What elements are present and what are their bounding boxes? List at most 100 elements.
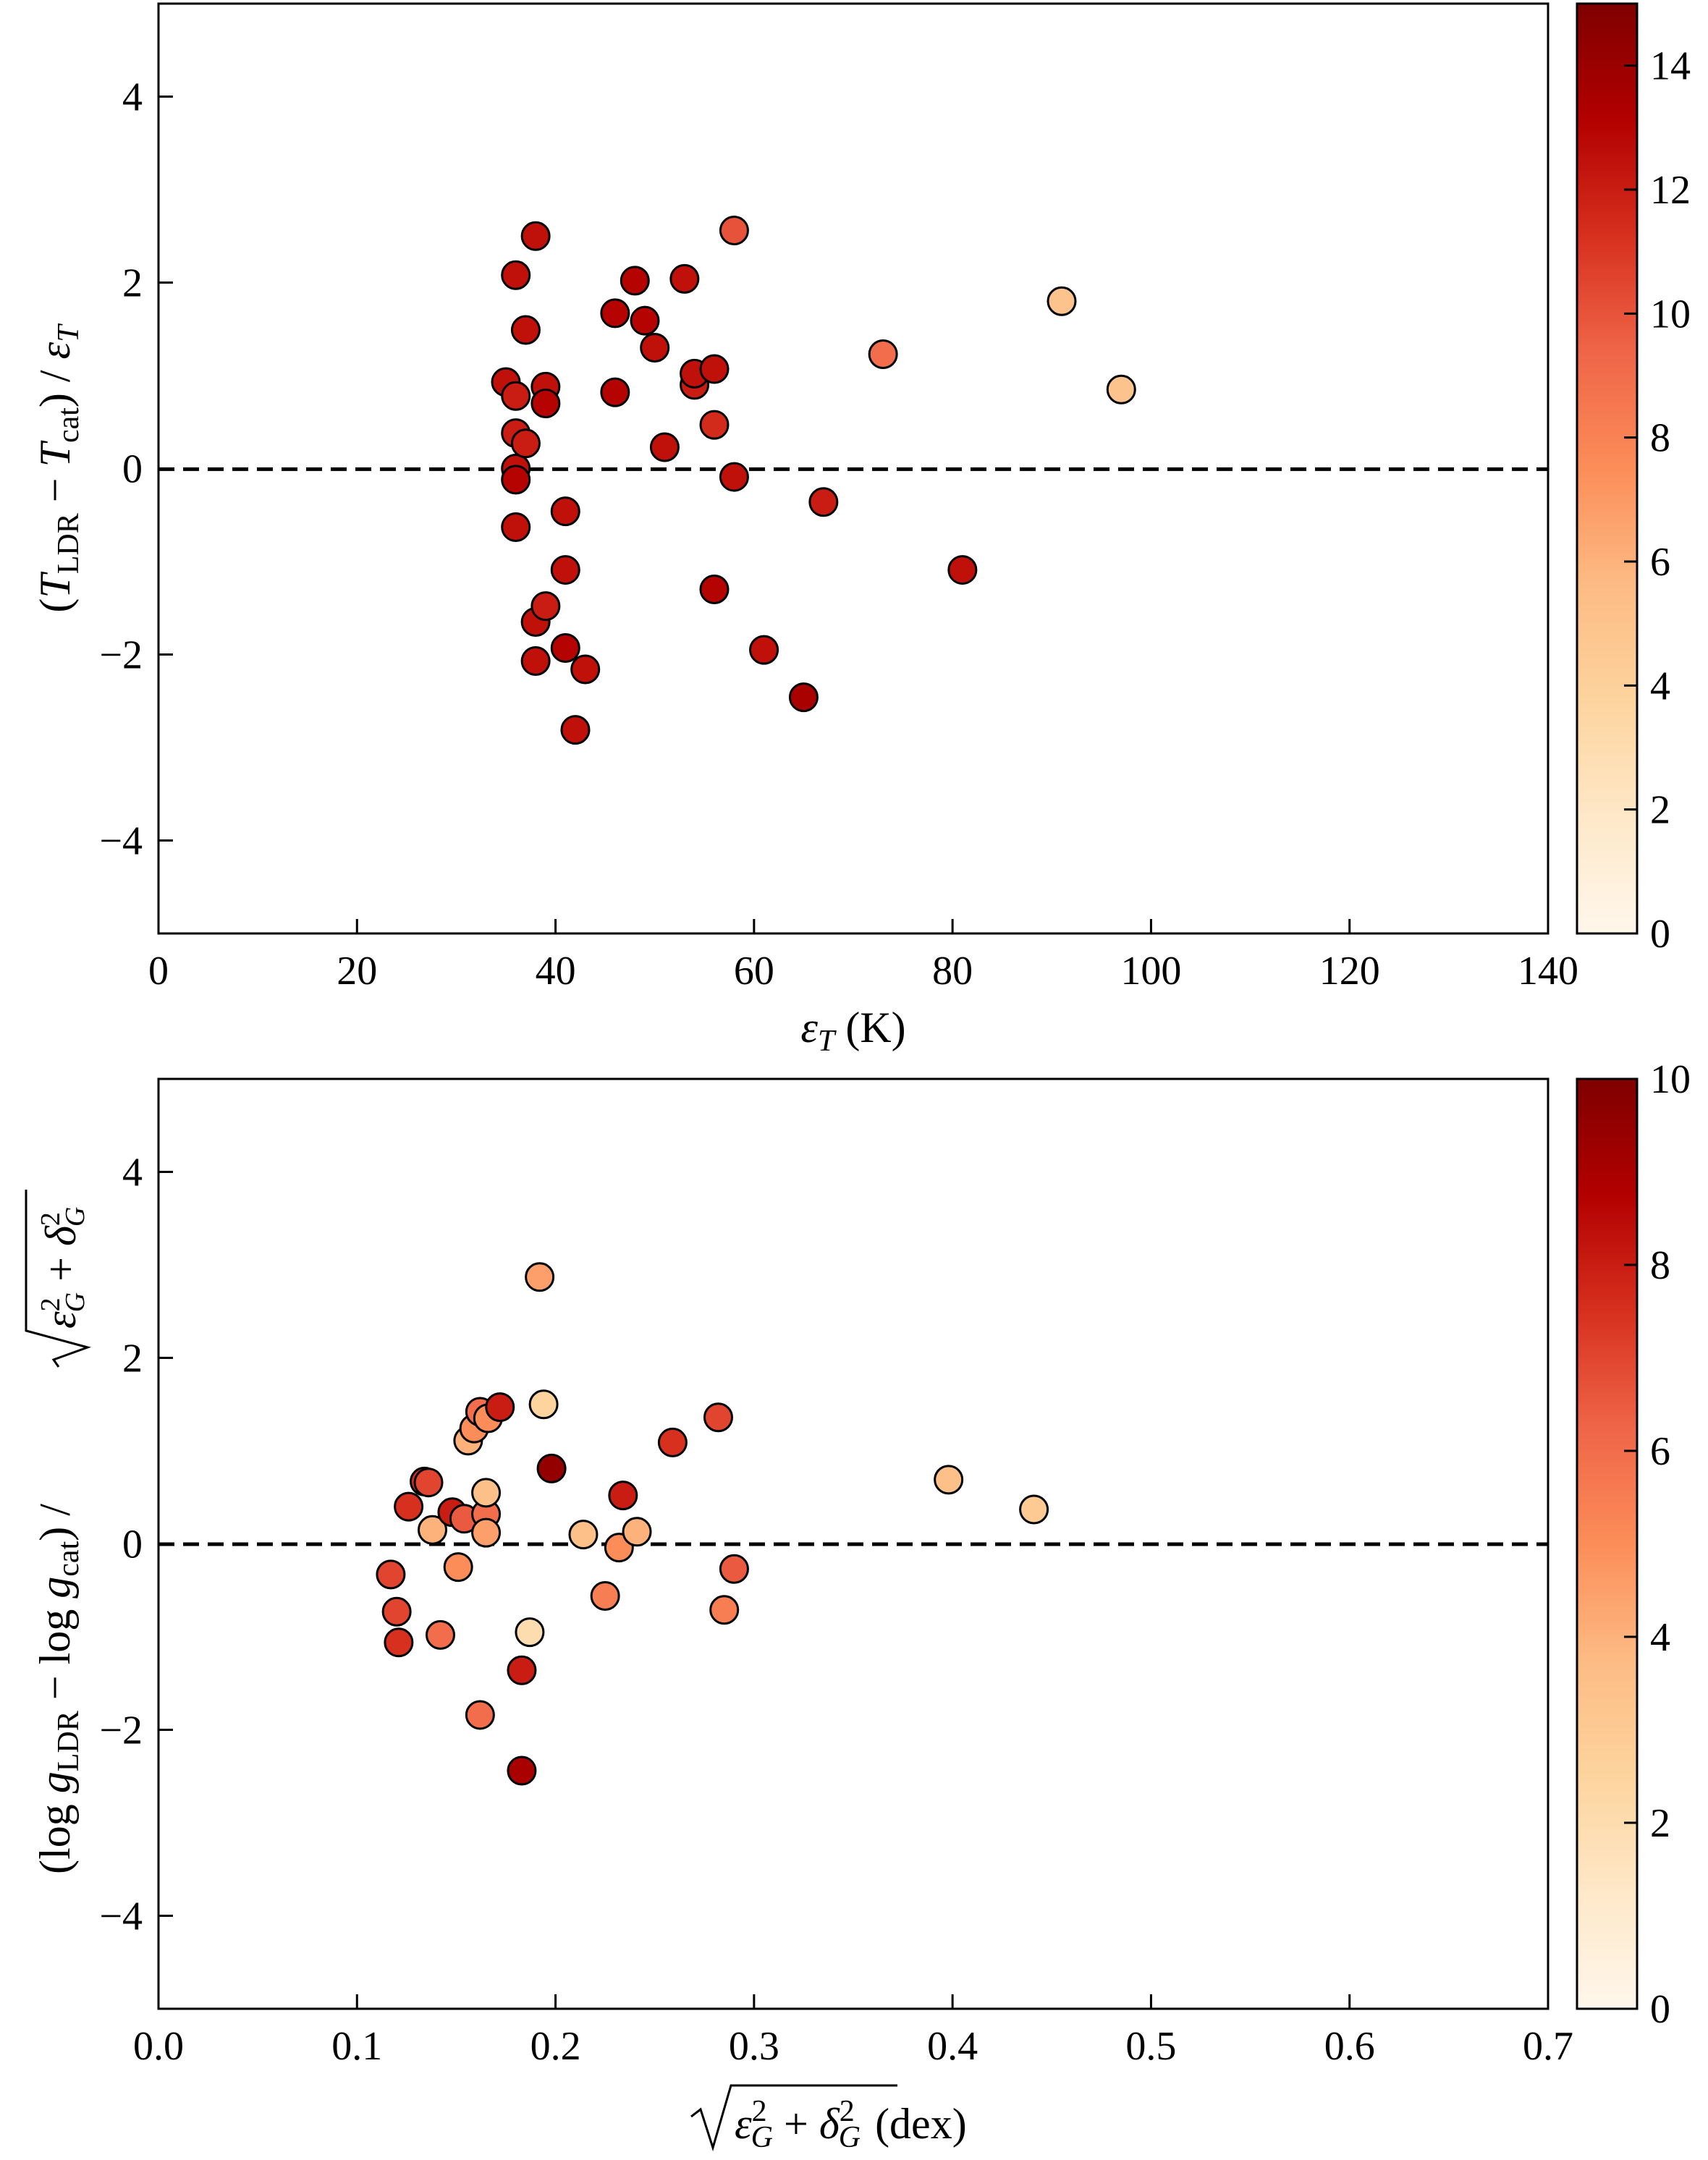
- scatter-point: [501, 512, 531, 542]
- scatter-point: [788, 682, 819, 713]
- x-tick-label: 0.5: [1125, 2024, 1176, 2069]
- scatter-point: [808, 487, 839, 517]
- x-tick-label: 0.0: [133, 2024, 184, 2069]
- colorbar-tick-label: 4: [1650, 664, 1670, 708]
- x-tick-label: 0.1: [331, 2024, 382, 2069]
- colorbar-tick-label: 8: [1650, 1243, 1670, 1288]
- scatter-point: [501, 465, 531, 495]
- scatter-point: [550, 555, 580, 585]
- scatter-point: [649, 432, 680, 462]
- x-tick-label: 80: [932, 949, 973, 994]
- x-tick-label: 100: [1120, 949, 1181, 994]
- y-tick-labels-bottom: −4 −2 0 2 4: [99, 1151, 143, 1939]
- colorbar-tick-label: 6: [1650, 540, 1670, 585]
- y-tick-labels-top: −4 −2 0 2 4: [99, 75, 143, 864]
- scatter-point: [485, 1392, 515, 1423]
- y-tick-label: 4: [122, 1151, 143, 1195]
- colorbar-tick-label: 0: [1650, 1987, 1670, 2032]
- colorbar-tick-label: 0: [1650, 912, 1670, 957]
- scatter-point: [443, 1552, 473, 1583]
- scatter-point: [568, 1520, 599, 1550]
- x-tick-label: 0.3: [729, 2024, 779, 2069]
- ticks-top: [157, 96, 1550, 933]
- scatter-point: [1106, 374, 1136, 405]
- x-tick-label: 0.6: [1324, 2024, 1375, 2069]
- scatter-point: [1047, 286, 1077, 316]
- scatter-point: [528, 1389, 559, 1420]
- scatter-point: [719, 1554, 749, 1584]
- scatter-point: [749, 635, 779, 665]
- x-tick-labels-bottom: 0.0 0.1 0.2 0.3 0.4 0.5 0.6 0.7: [133, 2024, 1573, 2069]
- scatter-point: [530, 389, 561, 419]
- x-tick-label: 0.2: [530, 2024, 581, 2069]
- scatter-point: [699, 575, 730, 605]
- y-tick-label: 2: [122, 1337, 143, 1381]
- y-tick-label: −2: [99, 633, 143, 678]
- x-tick-label: 20: [337, 949, 377, 994]
- x-tick-label: 40: [536, 949, 576, 994]
- svg-text:ε2G + δ2G: ε2G + δ2G: [35, 1207, 90, 1329]
- colorbar-tick-label: 6: [1650, 1429, 1670, 1474]
- y-axis-label-bottom: (log gLDR − log gcat) / ε2G + δ2G: [25, 1190, 91, 1874]
- colorbar-gradient-bottom: [1576, 1077, 1639, 2010]
- scatter-point: [536, 1453, 567, 1483]
- colorbar-tick-label: 2: [1650, 1801, 1670, 1846]
- x-tick-label: 0: [148, 949, 169, 994]
- colorbar-tick-label: 8: [1650, 416, 1670, 461]
- colorbar-tick-label: 4: [1650, 1615, 1670, 1660]
- y-tick-label: 2: [122, 261, 143, 306]
- scatter-point: [657, 1427, 688, 1457]
- scatter-point: [507, 1755, 537, 1786]
- colorbar-tick-label: 14: [1650, 44, 1691, 89]
- y-tick-label: 0: [122, 447, 143, 492]
- scatter-point: [501, 260, 531, 290]
- colorbar-ticks-bottom: 0 2 4 6 8 10: [1624, 1057, 1691, 2032]
- colorbar-ticks-top: 0 2 4 6 8 10 12 14: [1624, 44, 1691, 957]
- scatter-point: [413, 1467, 444, 1498]
- scatter-point: [394, 1491, 424, 1522]
- scatter-point: [630, 305, 660, 336]
- scatter-point: [868, 339, 898, 369]
- scatter-point: [622, 1517, 652, 1547]
- scatter-point: [520, 221, 551, 251]
- scatter-point: [510, 315, 541, 345]
- scatter-points-top: [491, 216, 1136, 745]
- colorbar-tick-label: 2: [1650, 788, 1670, 833]
- scatter-point: [520, 645, 551, 676]
- scatter-point: [570, 654, 601, 685]
- scatter-point: [709, 1595, 740, 1625]
- scatter-point: [530, 591, 561, 622]
- scatter-point: [600, 377, 630, 407]
- scatter-point: [719, 462, 749, 492]
- scatter-point: [550, 633, 580, 664]
- scatter-point: [703, 1402, 733, 1433]
- scatter-point: [947, 555, 978, 585]
- scatter-point: [471, 1478, 502, 1508]
- y-tick-label: −4: [99, 1894, 143, 1939]
- scatter-point: [515, 1617, 545, 1648]
- x-tick-label: 120: [1319, 949, 1380, 994]
- scatter-point: [590, 1580, 620, 1611]
- colorbar-tick-label: 12: [1650, 168, 1691, 213]
- x-axis-label-top: εT (K): [800, 1004, 905, 1058]
- scatter-point: [525, 1262, 555, 1292]
- scatter-point: [600, 298, 630, 329]
- scatter-point: [669, 263, 700, 294]
- x-axis-label-bottom: ε2 G + δ2 G (dex): [690, 2084, 967, 2154]
- panel-bottom: 0.0 0.1 0.2 0.3 0.4 0.5 0.6 0.7 −4 −2 0 2 4 ε2 G + δ…: [25, 1057, 1691, 2154]
- scatter-point: [560, 715, 591, 745]
- colorbar-gradient-top: [1576, 2, 1639, 935]
- scatter-point: [425, 1619, 455, 1650]
- colorbar-tick-label: 10: [1650, 1057, 1691, 1102]
- svg-text:(log gLDR − log gcat) /: (log gLDR − log gcat) /: [31, 1504, 85, 1874]
- scatter-point: [465, 1700, 495, 1730]
- scatter-point: [381, 1596, 412, 1627]
- colorbar-tick-label: 10: [1650, 292, 1691, 336]
- x-tick-label: 140: [1518, 949, 1578, 994]
- x-tick-label: 60: [734, 949, 774, 994]
- x-tick-label: 0.4: [927, 2024, 978, 2069]
- scatter-points-bottom: [376, 1262, 1049, 1786]
- scatter-point: [550, 496, 580, 527]
